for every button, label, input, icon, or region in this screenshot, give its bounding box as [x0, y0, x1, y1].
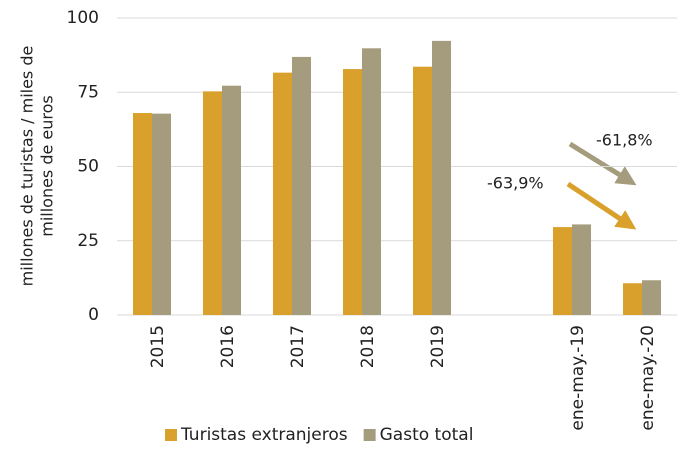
legend-label: Turistas extranjeros — [180, 425, 348, 445]
bar — [362, 48, 381, 315]
bar — [203, 91, 222, 315]
y-axis-label: millones de turistas / miles de — [18, 46, 37, 287]
bar — [343, 69, 362, 315]
annotation: -63,9% — [487, 174, 544, 193]
x-tick-label: ene-may.-20 — [638, 325, 658, 431]
x-tick-label: 2017 — [288, 325, 308, 368]
x-tick-label: 2019 — [428, 325, 448, 368]
bar — [623, 283, 642, 315]
x-tick: ene-may.-20 — [638, 325, 658, 431]
arrow — [566, 181, 637, 230]
bar — [273, 72, 292, 315]
bar — [292, 56, 311, 315]
x-tick: 2018 — [358, 325, 378, 368]
x-tick: 2017 — [288, 325, 308, 368]
bar — [413, 66, 432, 315]
bar — [572, 224, 591, 315]
y-tick-label: 100 — [67, 8, 99, 28]
annotation: -61,8% — [596, 131, 653, 150]
bar — [553, 227, 572, 315]
y-tick-label: 50 — [77, 157, 99, 177]
x-tick-label: 2016 — [218, 325, 238, 368]
x-tick: 2016 — [218, 325, 238, 368]
x-tick: 2015 — [148, 325, 168, 368]
y-axis-label: millones de euros — [38, 95, 57, 237]
legend-swatch — [363, 429, 376, 441]
y-tick-label: 25 — [77, 231, 99, 251]
y-tick-label: 0 — [88, 305, 99, 325]
arrow — [568, 141, 637, 186]
bar — [642, 280, 661, 315]
bar — [152, 113, 171, 315]
x-tick-label: 2015 — [148, 325, 168, 368]
x-tick: ene-may.-19 — [568, 325, 588, 431]
x-tick-label: 2018 — [358, 325, 378, 368]
bar — [432, 40, 451, 316]
bar — [133, 113, 152, 315]
legend-swatch — [165, 429, 177, 441]
y-tick-label: 75 — [77, 82, 99, 102]
bar — [222, 85, 241, 315]
x-tick: 2019 — [428, 325, 448, 368]
x-tick-label: ene-may.-19 — [568, 325, 588, 431]
legend-label: Gasto total — [380, 425, 474, 445]
